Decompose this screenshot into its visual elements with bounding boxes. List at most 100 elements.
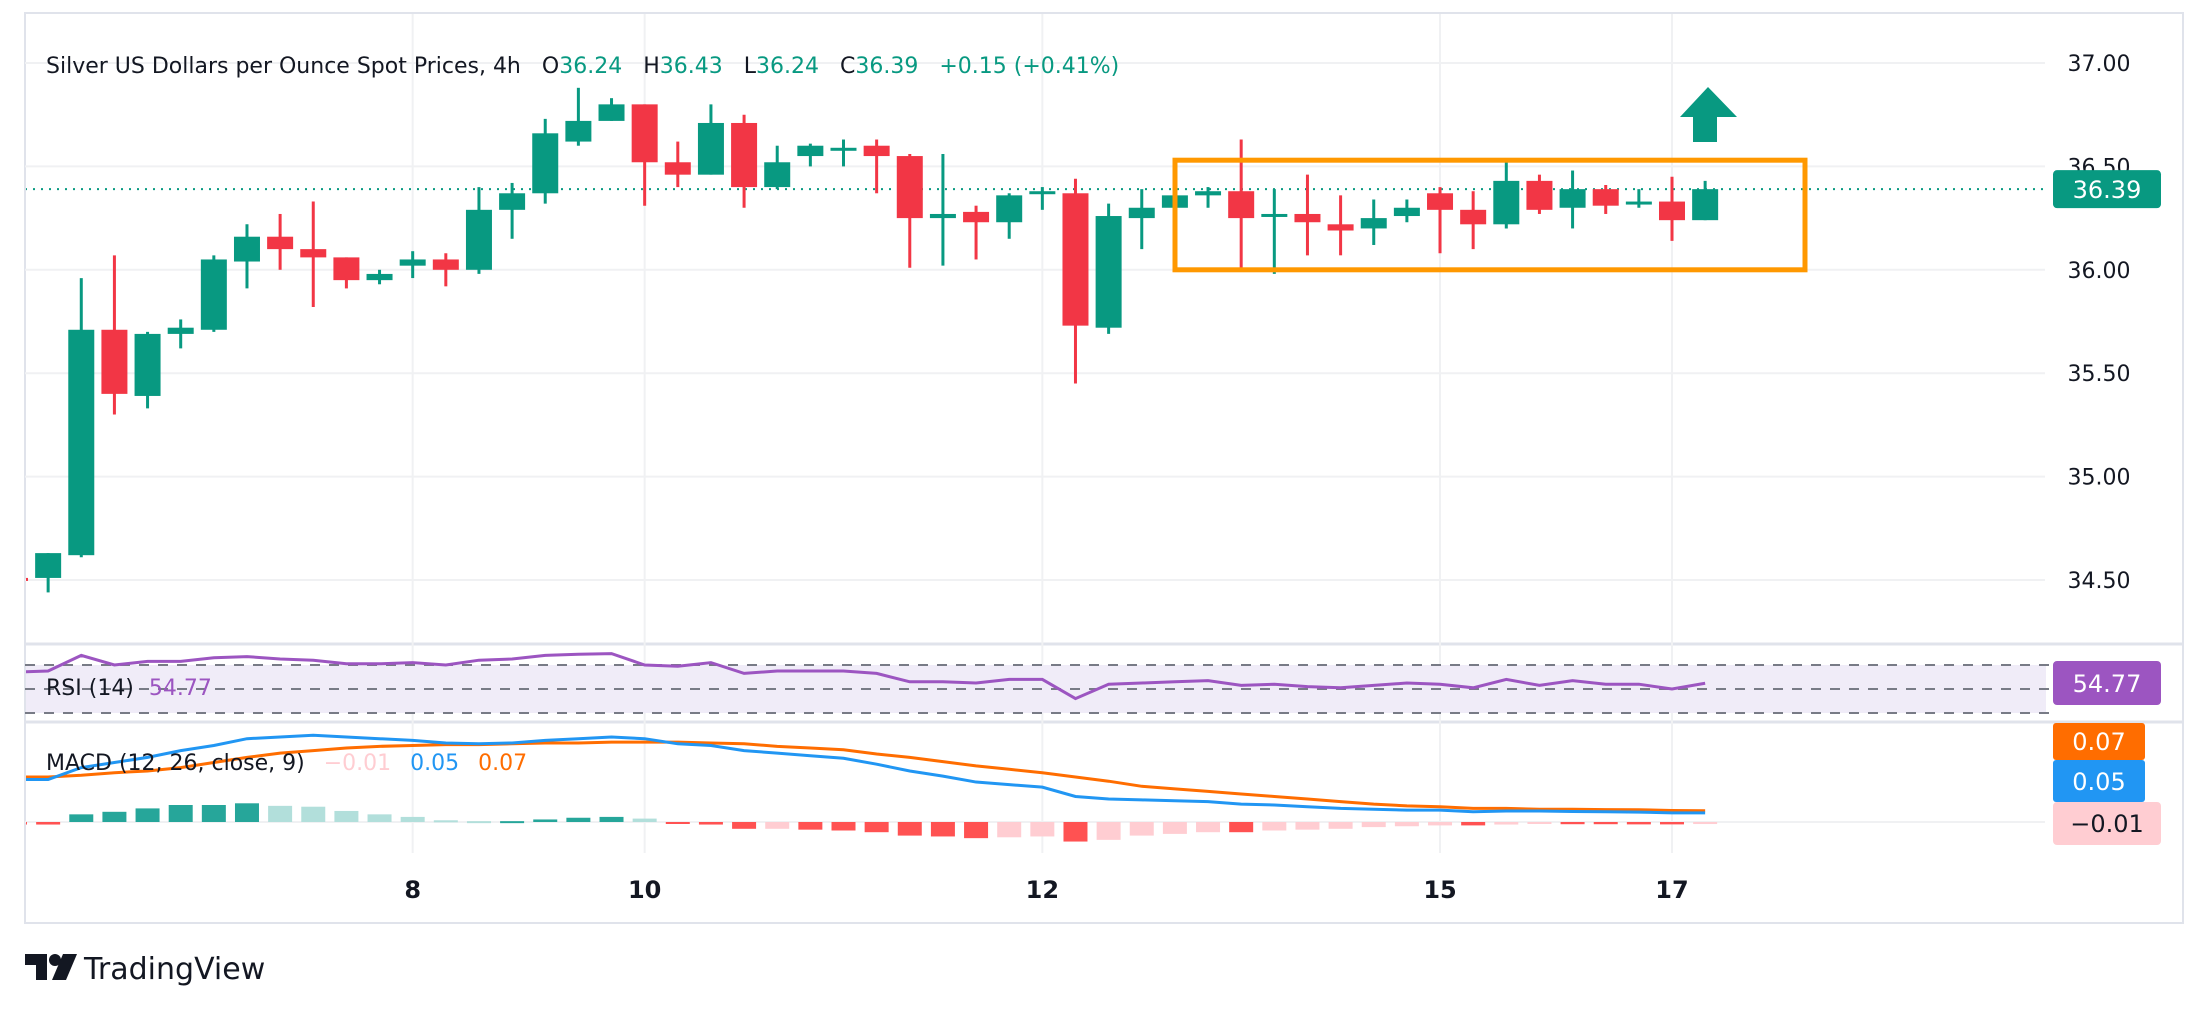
macd-line-value: 0.05 xyxy=(410,751,459,776)
candle[interactable] xyxy=(1393,199,1420,223)
candle[interactable] xyxy=(499,182,526,239)
macd-histogram-bar xyxy=(36,822,61,825)
macd-histogram-bar xyxy=(698,822,723,825)
macd-histogram-bar xyxy=(665,822,690,824)
current-price-tag-text: 36.39 xyxy=(2073,176,2142,204)
candle[interactable] xyxy=(465,187,492,274)
candle-body xyxy=(1592,189,1619,206)
candle[interactable] xyxy=(1692,180,1719,221)
candle-body xyxy=(233,236,260,262)
high-value: 36.43 xyxy=(660,54,723,79)
macd-histogram-bar xyxy=(466,821,491,824)
candle[interactable] xyxy=(1128,189,1155,250)
candle[interactable] xyxy=(929,153,956,266)
candle-body xyxy=(1427,193,1454,210)
candle-body xyxy=(532,133,559,194)
macd-histogram-bar xyxy=(1030,822,1055,837)
price-tick-label: 36.00 xyxy=(2068,259,2131,284)
candle[interactable] xyxy=(1095,203,1122,334)
rsi-label: RSI (14) xyxy=(46,676,134,701)
candle[interactable] xyxy=(797,143,824,167)
rsi-legend[interactable]: RSI (14) 54.77 xyxy=(46,676,212,701)
macd-histogram-bar xyxy=(102,811,127,822)
candle[interactable] xyxy=(167,319,194,349)
candle[interactable] xyxy=(233,224,260,289)
candle[interactable] xyxy=(1526,174,1553,214)
tradingview-logo[interactable]: TradingView xyxy=(25,952,265,987)
candle[interactable] xyxy=(996,193,1023,239)
candle[interactable] xyxy=(1427,187,1454,254)
candle[interactable] xyxy=(565,87,592,146)
candle[interactable] xyxy=(366,269,393,285)
candle-body xyxy=(896,156,923,219)
current-price-tag-bg xyxy=(2053,170,2161,209)
macd-histogram-bar xyxy=(234,803,259,822)
candle[interactable] xyxy=(532,118,559,204)
candle[interactable] xyxy=(664,141,691,188)
candle[interactable] xyxy=(399,251,426,279)
rsi-pane[interactable] xyxy=(15,652,1706,701)
candle-body xyxy=(26,577,28,581)
candle[interactable] xyxy=(101,255,128,415)
candle[interactable] xyxy=(631,104,658,206)
candle[interactable] xyxy=(1294,174,1321,256)
candle-body xyxy=(1095,216,1122,328)
price-pane[interactable] xyxy=(2,87,2053,593)
candle[interactable] xyxy=(35,553,62,593)
candle[interactable] xyxy=(863,139,890,194)
candle[interactable] xyxy=(1029,187,1056,210)
candle[interactable] xyxy=(1493,162,1520,229)
candle[interactable] xyxy=(1062,178,1089,384)
candle[interactable] xyxy=(300,201,327,308)
candle-body xyxy=(598,104,625,121)
candle[interactable] xyxy=(2,576,28,582)
candle[interactable] xyxy=(134,331,161,409)
macd-histogram-bar xyxy=(798,822,823,830)
macd-histogram-bar xyxy=(1361,822,1386,828)
macd-histogram-bar xyxy=(1593,822,1618,825)
rsi-value: 54.77 xyxy=(149,676,212,701)
candle-body xyxy=(499,193,526,210)
time-axis[interactable]: 8 10 12 15 17 xyxy=(404,876,1688,904)
candle-body xyxy=(300,249,327,258)
macd-histogram-bar xyxy=(168,805,193,822)
candle[interactable] xyxy=(1659,176,1685,241)
candle[interactable] xyxy=(598,98,625,121)
candle[interactable] xyxy=(1261,189,1288,274)
macd-histogram-bar xyxy=(1262,822,1287,831)
candle[interactable] xyxy=(764,145,791,190)
candle-body xyxy=(565,120,592,142)
open-label: O xyxy=(542,54,559,79)
candle[interactable] xyxy=(1559,170,1586,229)
candle[interactable] xyxy=(731,114,758,208)
candle[interactable] xyxy=(432,253,459,287)
macd-legend[interactable]: MACD (12, 26, close, 9) −0.01 0.05 0.07 xyxy=(46,751,527,776)
candle[interactable] xyxy=(1360,199,1387,245)
candle[interactable] xyxy=(697,104,724,175)
candle[interactable] xyxy=(1327,195,1354,256)
candle-body xyxy=(68,329,95,556)
candle[interactable] xyxy=(1592,185,1619,214)
candle[interactable] xyxy=(963,205,990,260)
candle[interactable] xyxy=(333,257,360,289)
candle[interactable] xyxy=(200,255,227,332)
macd-histogram-bar xyxy=(765,822,790,829)
candle[interactable] xyxy=(267,213,294,270)
candle-body xyxy=(333,257,360,281)
consolidation-box[interactable] xyxy=(1172,157,1808,273)
candle[interactable] xyxy=(896,153,923,268)
arrow-up-icon[interactable] xyxy=(1680,87,1737,142)
macd-hist-value: −0.01 xyxy=(324,751,391,776)
candle[interactable] xyxy=(1460,191,1487,250)
candle-body xyxy=(797,145,824,157)
candle[interactable] xyxy=(1625,189,1652,208)
candle[interactable] xyxy=(1195,187,1222,208)
macd-pane[interactable] xyxy=(3,733,1718,842)
close-label: C xyxy=(840,54,855,79)
time-tick-label: 8 xyxy=(404,876,421,904)
chart-legend: Silver US Dollars per Ounce Spot Prices,… xyxy=(46,54,1119,79)
candle[interactable] xyxy=(68,278,95,558)
candle[interactable] xyxy=(830,139,857,167)
